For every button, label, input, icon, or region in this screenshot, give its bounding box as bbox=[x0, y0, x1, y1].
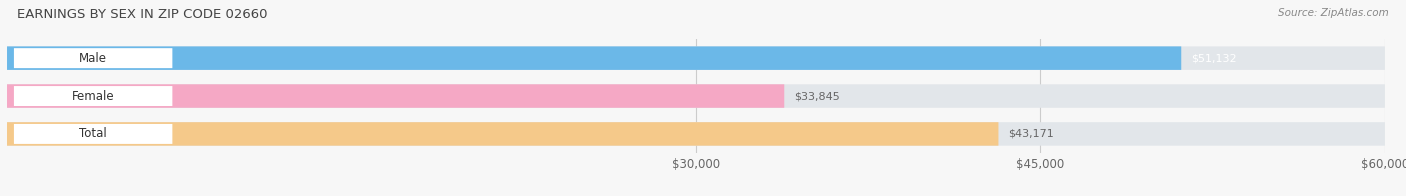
FancyBboxPatch shape bbox=[7, 46, 1181, 70]
FancyBboxPatch shape bbox=[7, 46, 1385, 70]
Text: $33,845: $33,845 bbox=[794, 91, 839, 101]
FancyBboxPatch shape bbox=[14, 48, 173, 68]
Text: Source: ZipAtlas.com: Source: ZipAtlas.com bbox=[1278, 8, 1389, 18]
Text: $43,171: $43,171 bbox=[1008, 129, 1054, 139]
Text: Female: Female bbox=[72, 90, 114, 103]
FancyBboxPatch shape bbox=[14, 124, 173, 144]
FancyBboxPatch shape bbox=[14, 86, 173, 106]
FancyBboxPatch shape bbox=[7, 122, 1385, 146]
FancyBboxPatch shape bbox=[7, 84, 785, 108]
FancyBboxPatch shape bbox=[7, 122, 998, 146]
FancyBboxPatch shape bbox=[7, 84, 1385, 108]
Text: EARNINGS BY SEX IN ZIP CODE 02660: EARNINGS BY SEX IN ZIP CODE 02660 bbox=[17, 8, 267, 21]
Text: Male: Male bbox=[79, 52, 107, 65]
Text: Total: Total bbox=[79, 127, 107, 140]
Text: $51,132: $51,132 bbox=[1191, 53, 1236, 63]
